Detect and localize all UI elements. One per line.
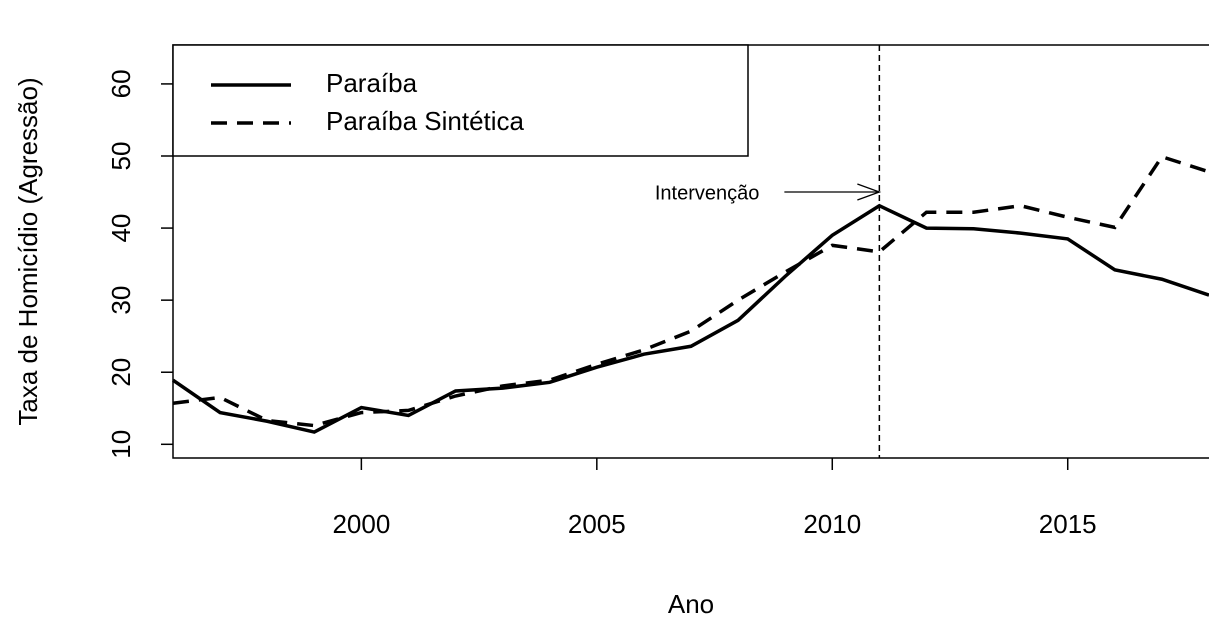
- x-tick-label: 2000: [332, 509, 390, 539]
- y-tick-label: 20: [106, 358, 136, 387]
- y-tick-label: 50: [106, 142, 136, 171]
- x-axis-label: Ano: [668, 589, 714, 619]
- y-tick-label: 10: [106, 430, 136, 459]
- series-line: [172, 203, 1209, 434]
- y-axis-label: Taxa de Homicídio (Agressão): [13, 77, 43, 425]
- legend-box: [172, 44, 749, 157]
- legend-label: Paraíba: [326, 68, 418, 98]
- x-tick-label: 2005: [568, 509, 626, 539]
- y-tick-label: 60: [106, 69, 136, 98]
- legend-label: Paraíba Sintética: [326, 106, 525, 136]
- x-tick-label: 2010: [803, 509, 861, 539]
- annotation: Intervenção: [655, 182, 760, 204]
- y-tick-label: 40: [106, 214, 136, 243]
- x-tick-label: 2015: [1039, 509, 1097, 539]
- series-line: [172, 154, 1209, 428]
- arrow-head: [857, 183, 882, 201]
- y-tick-label: 30: [106, 286, 136, 315]
